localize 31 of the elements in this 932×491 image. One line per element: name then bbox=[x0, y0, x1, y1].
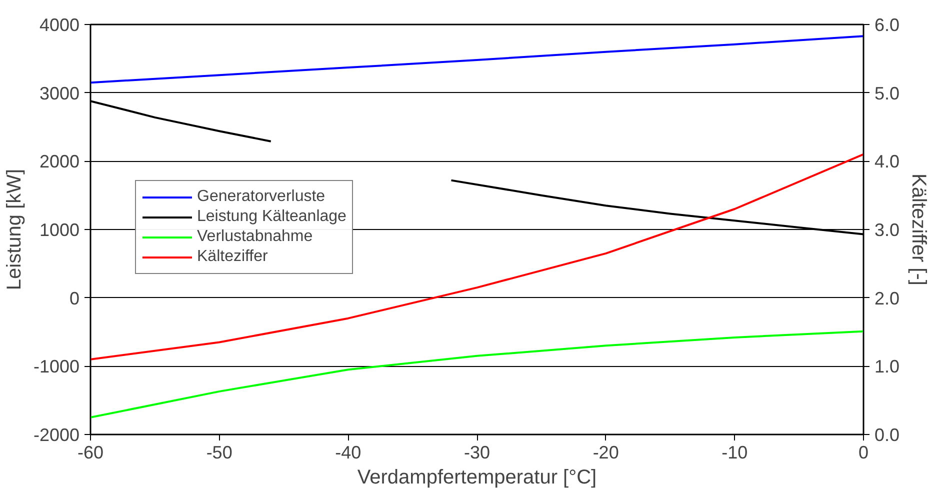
line-series bbox=[90, 153, 864, 360]
y2-tick-label: 3.0 bbox=[874, 220, 900, 240]
x-tick-label: -50 bbox=[206, 442, 232, 462]
y-tick-label: 2000 bbox=[39, 152, 80, 172]
legend-label: Verlustabnahme bbox=[197, 228, 313, 246]
y-axis-title: Leistung [kW] bbox=[3, 168, 26, 290]
x-tick-label: -10 bbox=[722, 442, 748, 462]
x-axis-title: Verdampfertemperatur [°C] bbox=[357, 466, 597, 488]
y-tick-label: 0 bbox=[69, 288, 80, 308]
y2-tick-label: 6.0 bbox=[874, 15, 900, 35]
y2-tick-label: 5.0 bbox=[874, 83, 900, 104]
y2-tick-label: 2.0 bbox=[874, 288, 900, 308]
y-tick-label: -1000 bbox=[33, 356, 80, 377]
y2-axis-title: Kälteziffer [-] bbox=[908, 174, 930, 286]
x-tick-label: -20 bbox=[592, 442, 619, 462]
x-tick-label: -30 bbox=[464, 442, 490, 462]
y-tick-label: 3000 bbox=[39, 83, 80, 104]
legend-label: Leistung Kälteanlage bbox=[197, 208, 346, 226]
x-tick-label: -60 bbox=[77, 442, 104, 462]
legend-label: Generatorverluste bbox=[197, 188, 326, 206]
line-series bbox=[90, 35, 864, 84]
y-tick-label: -2000 bbox=[33, 425, 80, 445]
x-tick-label: 0 bbox=[858, 442, 869, 462]
y2-tick-label: 1.0 bbox=[874, 356, 900, 377]
line-series bbox=[90, 330, 864, 418]
y-tick-label: 4000 bbox=[39, 15, 80, 35]
y-tick-label: 1000 bbox=[39, 220, 80, 240]
x-tick-label: -40 bbox=[335, 442, 362, 462]
y2-tick-label: 4.0 bbox=[874, 152, 900, 172]
y2-tick-label: 0.0 bbox=[874, 425, 900, 445]
legend-label: Kälteziffer bbox=[197, 248, 268, 266]
